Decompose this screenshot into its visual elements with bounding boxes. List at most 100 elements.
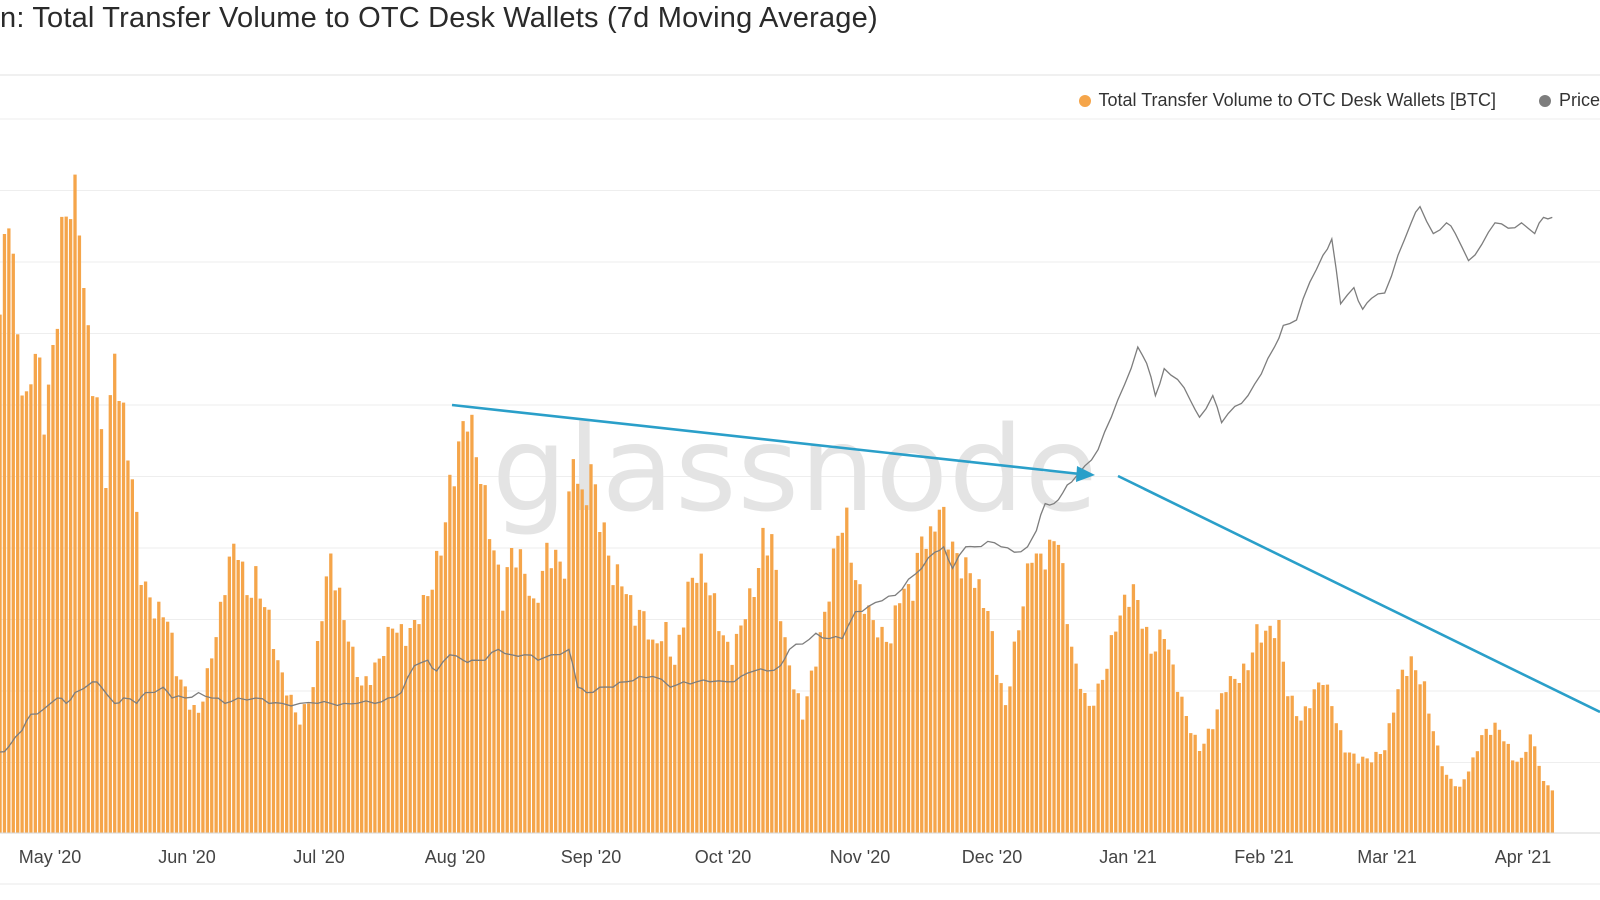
volume-bar [1242, 663, 1246, 833]
volume-bar [1175, 691, 1180, 833]
volume-bar [602, 522, 606, 833]
volume-bar [223, 595, 227, 833]
x-tick-label: Dec '20 [962, 847, 1022, 867]
volume-bar [1294, 716, 1299, 833]
volume-bar [1140, 628, 1144, 833]
volume-bar [82, 288, 86, 833]
volume-bar [704, 582, 708, 833]
volume-bar [42, 434, 46, 833]
x-tick-label: Oct '20 [695, 847, 751, 867]
volume-bar [496, 564, 501, 833]
volume-bar [1339, 730, 1343, 833]
volume-bar [1052, 541, 1056, 833]
volume-bar [1122, 594, 1127, 833]
volume-bar [880, 626, 884, 833]
volume-bar [532, 598, 536, 833]
volume-bar [1316, 682, 1321, 833]
volume-bar [937, 509, 942, 833]
volume-bar [1039, 553, 1043, 833]
volume-bar [1497, 729, 1502, 833]
volume-bar [999, 683, 1003, 833]
volume-bar [505, 567, 509, 833]
volume-bar [770, 534, 774, 833]
volume-bar [77, 235, 82, 833]
volume-bar [245, 595, 249, 833]
volume-bar [1211, 729, 1215, 833]
volume-bar [1268, 625, 1272, 833]
volume-bar [1471, 757, 1475, 833]
volume-bar [16, 334, 20, 833]
volume-bar [620, 586, 624, 833]
volume-bar [1043, 569, 1047, 833]
x-axis-ticks: May '20 Jun '20 Jul '20 Aug '20 Sep '20 Oct '… [19, 847, 1551, 867]
volume-bars [0, 174, 1555, 834]
x-tick-label: Aug '20 [425, 847, 486, 867]
volume-bar [651, 639, 655, 833]
volume-bar [351, 646, 355, 833]
volume-bar [1378, 754, 1383, 833]
volume-bar [1087, 705, 1091, 833]
volume-bar [421, 595, 426, 833]
volume-bar [2, 234, 7, 833]
volume-bar [1480, 735, 1484, 833]
volume-bar [1228, 676, 1233, 833]
volume-bar [1215, 709, 1219, 833]
volume-bar [1246, 670, 1250, 833]
volume-bar [1224, 692, 1228, 833]
legend-item-price[interactable]: Price [1538, 90, 1600, 111]
volume-bar [545, 542, 549, 833]
volume-bar [1303, 706, 1308, 833]
volume-bar [1136, 600, 1140, 833]
volume-bar [836, 535, 840, 833]
volume-bar [11, 253, 15, 833]
volume-bar [765, 555, 770, 833]
volume-bar [377, 658, 381, 833]
volume-bar [320, 621, 324, 833]
volume-bar [928, 526, 933, 833]
volume-bar [1488, 734, 1493, 833]
volume-bar [1511, 760, 1515, 833]
volume-bar [867, 605, 871, 833]
legend-item-volume[interactable]: Total Transfer Volume to OTC Desk Wallet… [1078, 90, 1496, 111]
volume-bar [329, 553, 333, 833]
volume-bar [871, 620, 875, 833]
volume-bar [364, 676, 368, 833]
volume-bar [1458, 786, 1462, 833]
volume-bar [673, 664, 677, 833]
volume-bar [911, 600, 915, 833]
volume-bar [170, 632, 174, 833]
volume-bar [853, 580, 858, 833]
trend-arrow-line-1 [451, 403, 1081, 476]
volume-bar [479, 484, 483, 833]
volume-bar [580, 489, 584, 833]
volume-bar [1414, 670, 1418, 833]
volume-bar [426, 596, 430, 833]
volume-bar [681, 627, 686, 833]
volume-bar [739, 625, 743, 833]
volume-bar [629, 595, 633, 833]
volume-bar [624, 594, 628, 833]
volume-bar [249, 597, 254, 833]
volume-bar [457, 441, 461, 833]
volume-bar [942, 506, 946, 833]
volume-bar [148, 597, 152, 833]
volume-bar [201, 701, 205, 833]
volume-bar [1149, 653, 1153, 833]
legend-label-price: Price [1558, 90, 1600, 110]
x-tick-label: May '20 [19, 847, 81, 867]
volume-bar [337, 587, 342, 833]
volume-bar [192, 705, 196, 833]
volume-bar [523, 573, 527, 833]
volume-bar [1418, 684, 1422, 833]
volume-bar [1541, 781, 1546, 833]
volume-bar [1171, 664, 1175, 833]
volume-bar [686, 581, 690, 833]
volume-bar [130, 479, 134, 833]
volume-bar [240, 561, 245, 833]
volume-bar [576, 483, 580, 833]
volume-bar [950, 541, 955, 833]
volume-bar [1277, 620, 1281, 833]
volume-bar [518, 549, 523, 833]
volume-bar [1286, 696, 1290, 833]
volume-bar [1493, 722, 1497, 833]
